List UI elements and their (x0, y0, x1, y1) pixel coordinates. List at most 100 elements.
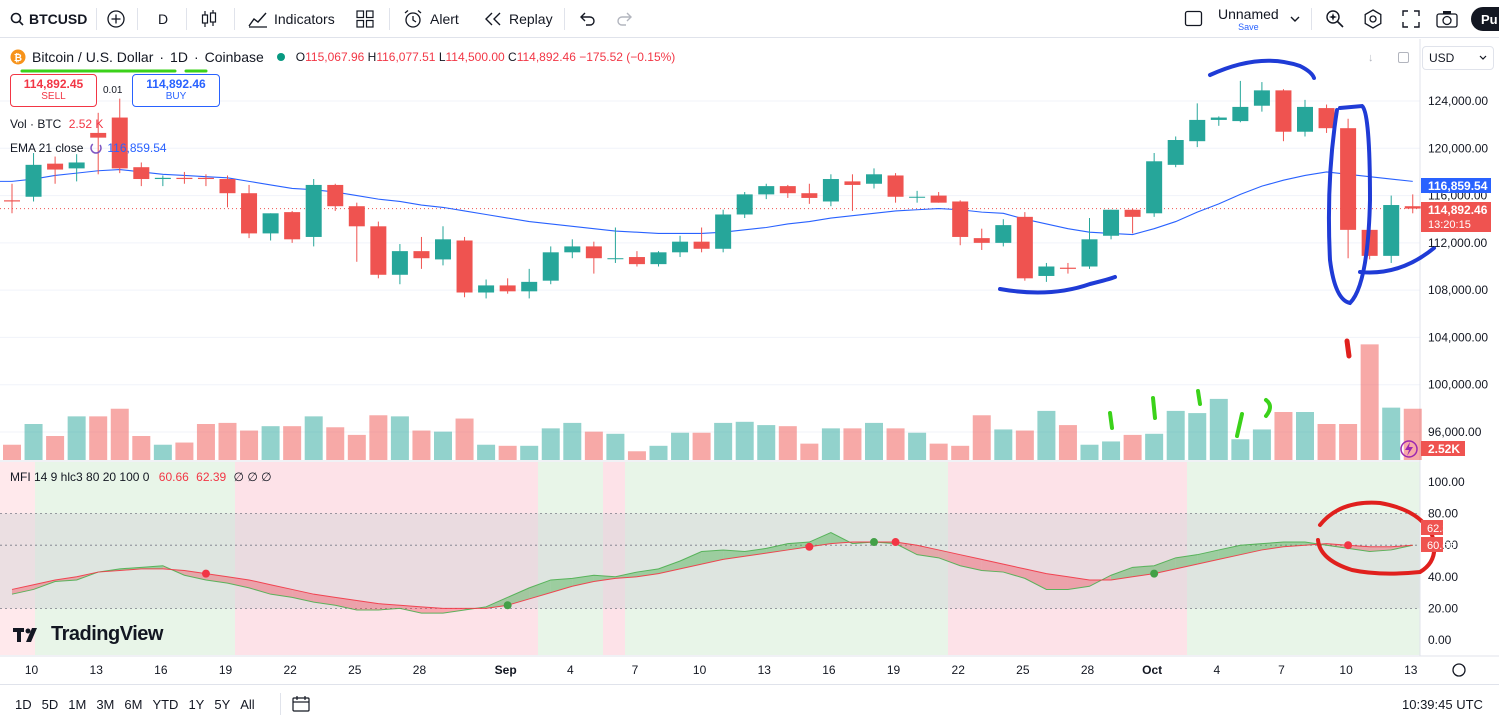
range-5y-button[interactable]: 5Y (214, 696, 231, 712)
layout-name-button[interactable]: Unnamed Save (1218, 0, 1279, 38)
volume-bar (929, 443, 948, 460)
replay-button[interactable]: Replay (484, 0, 553, 38)
symbol-search[interactable]: BTCUSD (10, 0, 87, 38)
chart-type-button[interactable] (200, 0, 218, 38)
candle-body (499, 285, 516, 292)
range-5d-button[interactable]: 5D (41, 696, 59, 712)
candle-body (736, 194, 753, 215)
time-tick-label: 28 (413, 663, 427, 677)
mfi-fill (270, 584, 293, 598)
volume-bar (390, 416, 409, 460)
clock[interactable]: 10:39:45 UTC (1402, 696, 1483, 712)
templates-button[interactable] (356, 0, 374, 38)
mfi-legend[interactable]: MFI 14 9 hlc3 80 20 100 0 60.66 62.39 ∅ … (10, 470, 272, 484)
volume-bar (1166, 410, 1185, 460)
candle-body (370, 226, 387, 275)
layout-checkbox[interactable] (1184, 0, 1204, 38)
user-annotations (20, 58, 1437, 576)
undo-button[interactable] (578, 0, 596, 38)
range-1d-button[interactable]: 1D (15, 696, 32, 712)
redo-button[interactable] (616, 0, 634, 38)
mfi-fill (1218, 545, 1241, 560)
currency-select[interactable]: USD (1422, 46, 1494, 70)
mfi-cross-dot (870, 538, 878, 547)
candle-body (844, 181, 861, 185)
countdown-text: 13:20:15 (1428, 219, 1471, 231)
interval-button[interactable]: D (158, 11, 169, 27)
volume-bar (110, 408, 129, 460)
candle-body (327, 184, 344, 207)
top-toolbar: BTCUSD D Indicators Alert Replay Unnamed… (0, 0, 1499, 38)
chart-canvas[interactable]: 124,000.00120,000.00116,000.00112,000.00… (0, 39, 1499, 684)
green-tick-mark (1235, 412, 1244, 438)
sell-button[interactable]: 114,892.45 SELL (10, 74, 97, 107)
mfi-fill (809, 532, 831, 547)
price-tick-label: 104,000.00 (1428, 330, 1488, 344)
time-tick-label: 4 (1213, 663, 1220, 677)
volume-bar (1296, 412, 1314, 460)
range-1m-button[interactable]: 1M (68, 696, 87, 712)
mfi-tick-label: 40.00 (1428, 570, 1458, 584)
mfi-fill (399, 605, 422, 614)
range-all-button[interactable]: All (240, 696, 255, 712)
publish-button[interactable]: Pu (1471, 7, 1499, 31)
indicators-button[interactable]: Indicators (248, 0, 335, 38)
volume-bar (1317, 424, 1336, 460)
go-to-date-button[interactable] (292, 685, 310, 723)
layout-dropdown[interactable] (1290, 0, 1300, 38)
volume-bar (1123, 434, 1142, 460)
time-tick-label: 7 (1278, 663, 1285, 677)
chart-area[interactable]: 124,000.00 120,000.00 116,000.00 112,000.00… (0, 39, 1499, 684)
mfi-tag-2-text: 60.66 (1427, 540, 1455, 552)
range-6m-button[interactable]: 6M (124, 696, 143, 712)
volume-bar (1209, 398, 1228, 460)
lightning-icon (1405, 442, 1413, 456)
candle-body (779, 186, 796, 194)
volume-bar (714, 422, 733, 460)
svg-text:₿: ₿ (14, 52, 22, 64)
time-tick-label: Oct (1142, 663, 1162, 677)
candle-body (866, 174, 882, 184)
candle-body (1038, 266, 1055, 276)
candle-body (219, 179, 236, 194)
time-tick-label: 4 (567, 663, 574, 677)
volume-bar (843, 428, 862, 460)
volume-bar (347, 434, 366, 460)
candle-body (1059, 267, 1076, 269)
candles-icon (201, 10, 217, 27)
save-label: Save (1238, 21, 1259, 32)
candle-body (154, 177, 171, 180)
fullscreen-button[interactable] (1402, 0, 1420, 38)
volume-bar (46, 436, 65, 460)
snapshot-button[interactable] (1436, 0, 1458, 38)
search-icon (10, 12, 24, 26)
volume-bar (1382, 407, 1401, 460)
scroll-down-icon[interactable]: ↓ (1368, 52, 1374, 64)
legend-exchange: Coinbase (204, 49, 264, 65)
settings-button[interactable] (1363, 0, 1383, 38)
alarm-clock-icon (404, 10, 422, 28)
legend-ohlc: O115,067.96 H116,077.51 L114,500.00 C114… (295, 50, 676, 64)
buy-button[interactable]: 114,892.46 BUY (132, 74, 220, 107)
volume-legend[interactable]: Vol · BTC 2.52 K (10, 117, 104, 131)
candle-body (305, 184, 322, 237)
candle-body (521, 281, 538, 292)
time-tick-label: 22 (283, 663, 297, 677)
range-3m-button[interactable]: 3M (96, 696, 115, 712)
range-ytd-button[interactable]: YTD (152, 696, 179, 712)
compare-button[interactable] (106, 0, 126, 38)
green-tick-mark (1151, 396, 1157, 420)
time-tick-label: 10 (25, 663, 39, 677)
time-tick-label: 7 (632, 663, 639, 677)
quick-search-button[interactable] (1324, 0, 1346, 38)
grid-icon (356, 10, 374, 28)
ema-legend[interactable]: EMA 21 close 116,859.54 (10, 141, 167, 155)
maximize-pane-icon[interactable] (1398, 52, 1409, 63)
volume-bar (89, 416, 108, 460)
alert-button[interactable]: Alert (403, 0, 459, 38)
candle-body (650, 252, 667, 265)
range-1y-button[interactable]: 1Y (188, 696, 205, 712)
mfi-fill (1111, 567, 1133, 580)
candle-body (1189, 119, 1206, 142)
legend-title[interactable]: Bitcoin / U.S. Dollar (32, 49, 154, 65)
